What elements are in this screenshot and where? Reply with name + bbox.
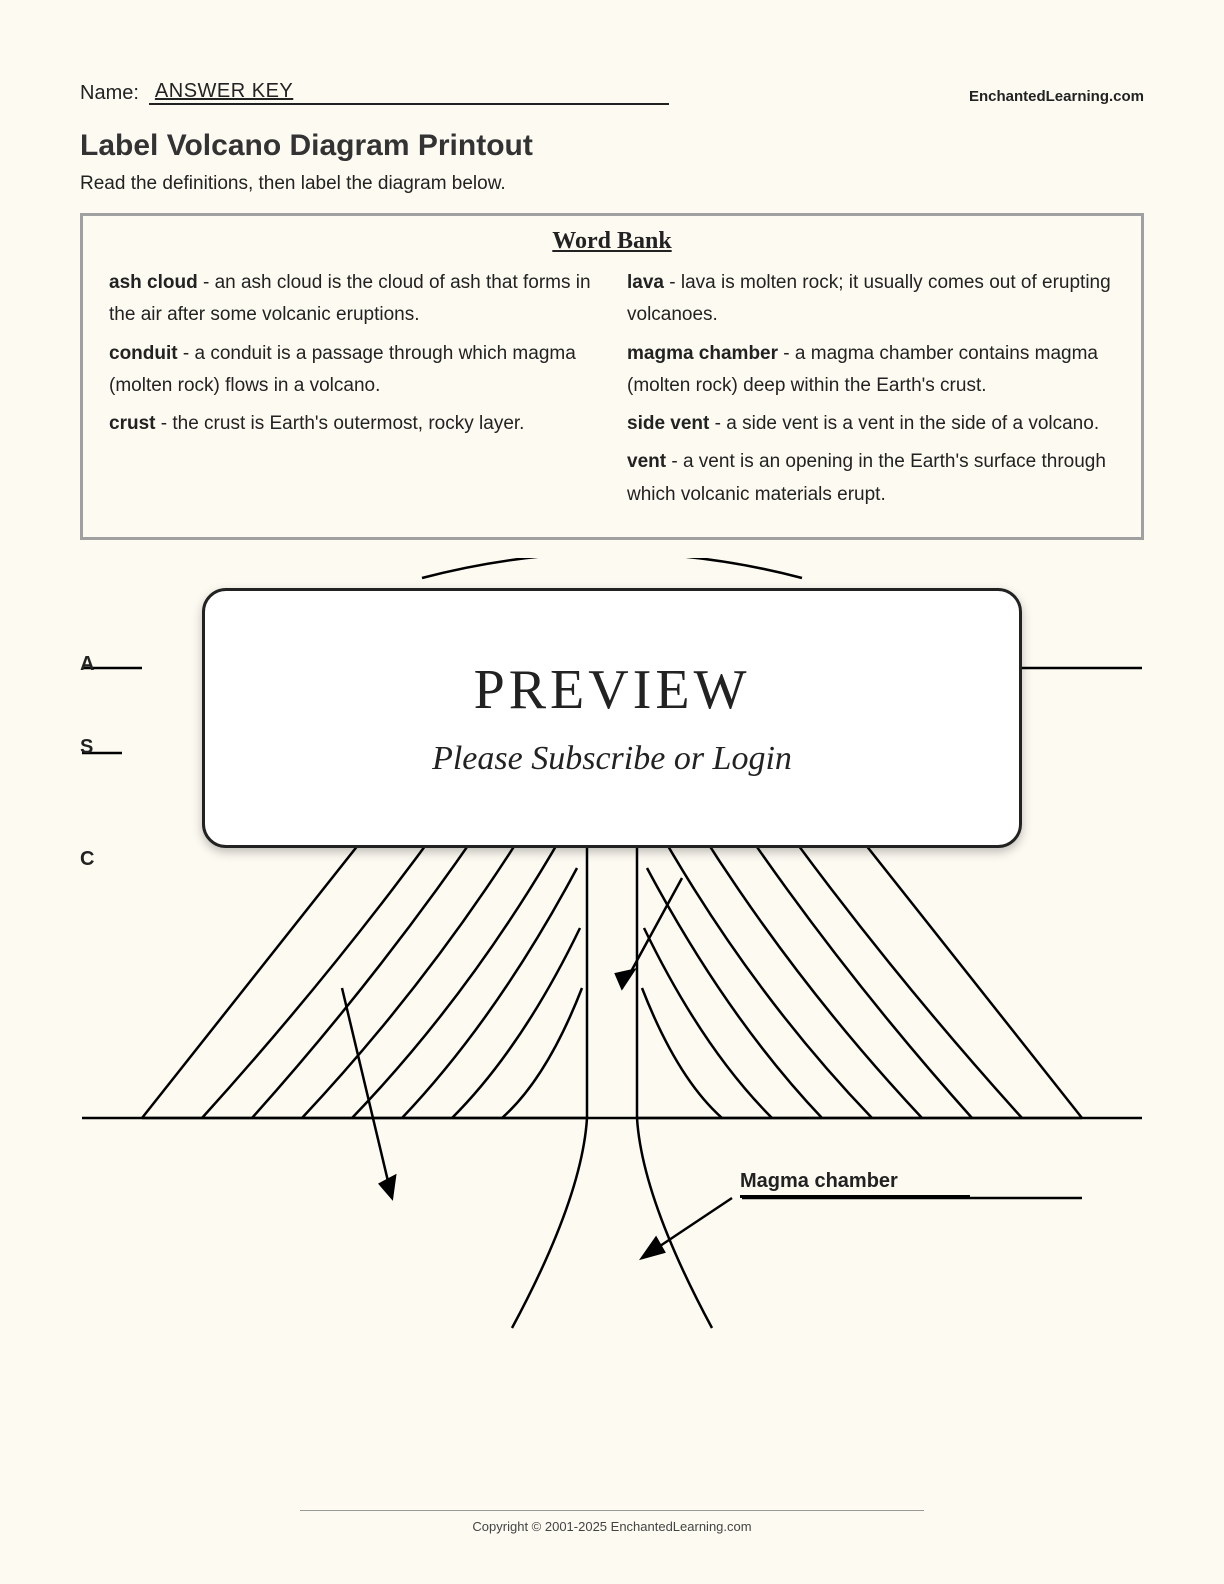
- wb-entry: ash cloud - an ash cloud is the cloud of…: [109, 267, 597, 332]
- name-value: ANSWER KEY: [149, 80, 669, 105]
- wb-term: lava: [627, 272, 664, 293]
- word-bank-columns: ash cloud - an ash cloud is the cloud of…: [109, 267, 1115, 517]
- diagram-label-left-1: A: [80, 653, 94, 676]
- wb-def: - lava is molten rock; it usually comes …: [627, 272, 1111, 325]
- header-row: Name: ANSWER KEY EnchantedLearning.com: [80, 80, 1144, 105]
- wb-term: vent: [627, 451, 666, 472]
- word-bank-col-right: lava - lava is molten rock; it usually c…: [627, 267, 1115, 517]
- wb-entry: crust - the crust is Earth's outermost, …: [109, 408, 597, 440]
- name-field: Name: ANSWER KEY: [80, 80, 669, 105]
- wb-entry: magma chamber - a magma chamber contains…: [627, 338, 1115, 403]
- wb-def: - the crust is Earth's outermost, rocky …: [155, 413, 524, 434]
- wb-term: conduit: [109, 343, 178, 364]
- wb-term: ash cloud: [109, 272, 198, 293]
- overlay-title: PREVIEW: [474, 658, 751, 722]
- wb-term: side vent: [627, 413, 709, 434]
- name-label: Name:: [80, 82, 139, 105]
- wb-def: - a vent is an opening in the Earth's su…: [627, 451, 1106, 504]
- diagram-label-left-2: S: [80, 736, 93, 759]
- volcano-diagram: A S C Magma chamber PREVIEW Please Subsc…: [80, 558, 1144, 1358]
- wb-def: - a side vent is a vent in the side of a…: [709, 413, 1099, 434]
- preview-overlay: PREVIEW Please Subscribe or Login: [202, 588, 1022, 848]
- site-link[interactable]: EnchantedLearning.com: [969, 88, 1144, 105]
- wb-entry: side vent - a side vent is a vent in the…: [627, 408, 1115, 440]
- overlay-subtitle: Please Subscribe or Login: [432, 740, 792, 778]
- diagram-label-magma-chamber: Magma chamber: [740, 1170, 970, 1198]
- word-bank-col-left: ash cloud - an ash cloud is the cloud of…: [109, 267, 597, 517]
- wb-entry: lava - lava is molten rock; it usually c…: [627, 267, 1115, 332]
- word-bank: Word Bank ash cloud - an ash cloud is th…: [80, 213, 1144, 540]
- copyright: Copyright © 2001-2025 EnchantedLearning.…: [300, 1510, 924, 1534]
- wb-def: - a conduit is a passage through which m…: [109, 343, 576, 396]
- wb-term: crust: [109, 413, 155, 434]
- diagram-label-left-3: C: [80, 848, 94, 871]
- wb-entry: conduit - a conduit is a passage through…: [109, 338, 597, 403]
- word-bank-title: Word Bank: [109, 228, 1115, 255]
- instructions: Read the definitions, then label the dia…: [80, 173, 1144, 195]
- wb-entry: vent - a vent is an opening in the Earth…: [627, 446, 1115, 511]
- wb-term: magma chamber: [627, 343, 778, 364]
- page-title: Label Volcano Diagram Printout: [80, 129, 1144, 163]
